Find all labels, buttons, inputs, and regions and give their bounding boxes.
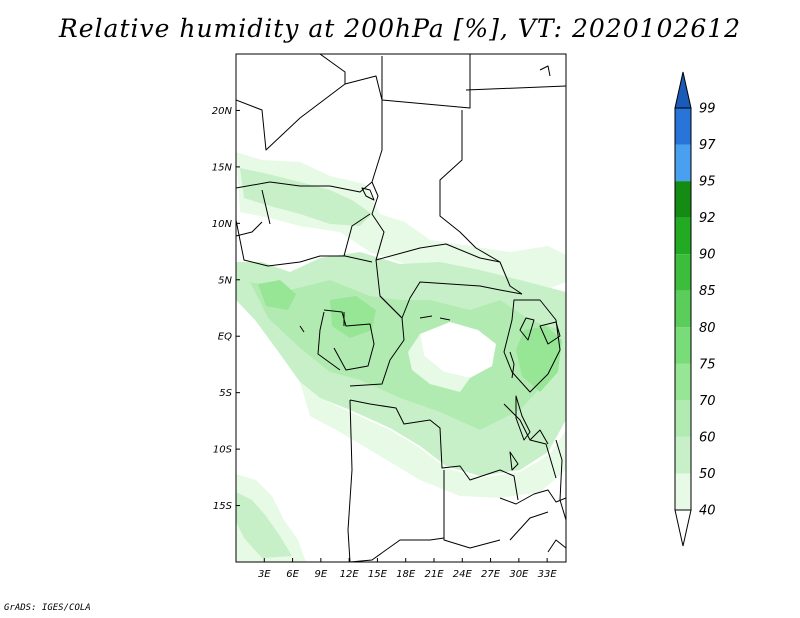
colorbar-label: 97 — [699, 138, 716, 153]
lon-tick-label: 12E — [340, 569, 360, 580]
colorbar-segment — [675, 254, 691, 291]
lon-tick-label: 33E — [538, 569, 558, 580]
lon-tick-label: 15E — [368, 569, 388, 580]
lon-tick-label: 27E — [481, 569, 501, 580]
colorbar-label: 85 — [699, 284, 716, 299]
lon-tick-label: 6E — [286, 569, 299, 580]
colorbar-label: 99 — [699, 102, 716, 117]
lat-tick-label: 10S — [213, 445, 233, 456]
colorbar-segment — [675, 108, 691, 145]
credit-text: GrADS: IGES/COLA — [4, 603, 91, 613]
humidity-band-southwest-inner — [236, 492, 292, 558]
colorbar-segment — [675, 290, 691, 328]
colorbar-label: 50 — [699, 467, 716, 482]
colorbar-segment — [675, 327, 691, 364]
colorbar-segment — [675, 473, 691, 510]
lat-tick-label: 10N — [212, 219, 233, 230]
lon-tick-label: 21E — [424, 569, 444, 580]
longitude-axis: 3E 6E 9E 12E 15E 18E 21E 24E 27E 30E 33E — [258, 558, 557, 580]
colorbar: 40 50 60 70 75 80 85 90 92 95 97 99 — [674, 71, 716, 547]
political-boundaries — [236, 54, 566, 562]
humidity-main-mass-darker — [250, 280, 560, 430]
humidity-dry-core-rim — [408, 334, 470, 392]
colorbar-label: 70 — [699, 394, 716, 409]
latitude-axis: 20N 15N 10N 5N EQ 5S 10S 15S — [212, 106, 240, 512]
colorbar-segment — [675, 400, 691, 437]
lon-tick-label: 30E — [509, 569, 529, 580]
colorbar-segment — [675, 217, 691, 255]
colorbar-label: 40 — [699, 504, 716, 519]
lat-tick-label: 5N — [218, 275, 232, 286]
lon-tick-label: 3E — [258, 569, 271, 580]
colorbar-label: 60 — [699, 430, 716, 445]
humidity-patch-central — [330, 296, 376, 338]
colorbar-segment — [675, 363, 691, 401]
colorbar-lower-triangle — [674, 509, 692, 547]
colorbar-label: 92 — [699, 211, 716, 226]
lat-tick-label: 15S — [213, 501, 233, 512]
lon-tick-label: 9E — [315, 569, 328, 580]
lon-tick-label: 18E — [396, 569, 416, 580]
chart-title: Relative humidity at 200hPa [%], VT: 202… — [58, 14, 742, 43]
humidity-main-mass-light — [300, 382, 566, 498]
lat-tick-label: EQ — [218, 332, 232, 343]
colorbar-label: 95 — [699, 175, 716, 190]
colorbar-label: 90 — [699, 248, 716, 263]
lat-tick-label: 5S — [219, 388, 232, 399]
colorbar-segment — [675, 181, 691, 218]
colorbar-outline — [674, 107, 692, 511]
humidity-shading — [236, 152, 566, 562]
lat-tick-label: 15N — [212, 162, 233, 173]
lat-tick-label: 20N — [212, 106, 233, 117]
colorbar-segment — [675, 436, 691, 474]
humidity-patch-west — [258, 280, 296, 310]
lon-tick-label: 24E — [453, 569, 473, 580]
colorbar-upper-triangle — [674, 71, 692, 109]
colorbar-label: 75 — [699, 357, 716, 372]
map-frame — [235, 53, 567, 563]
colorbar-segment — [675, 144, 691, 182]
humidity-dry-core — [420, 322, 496, 378]
colorbar-label: 80 — [699, 321, 716, 336]
